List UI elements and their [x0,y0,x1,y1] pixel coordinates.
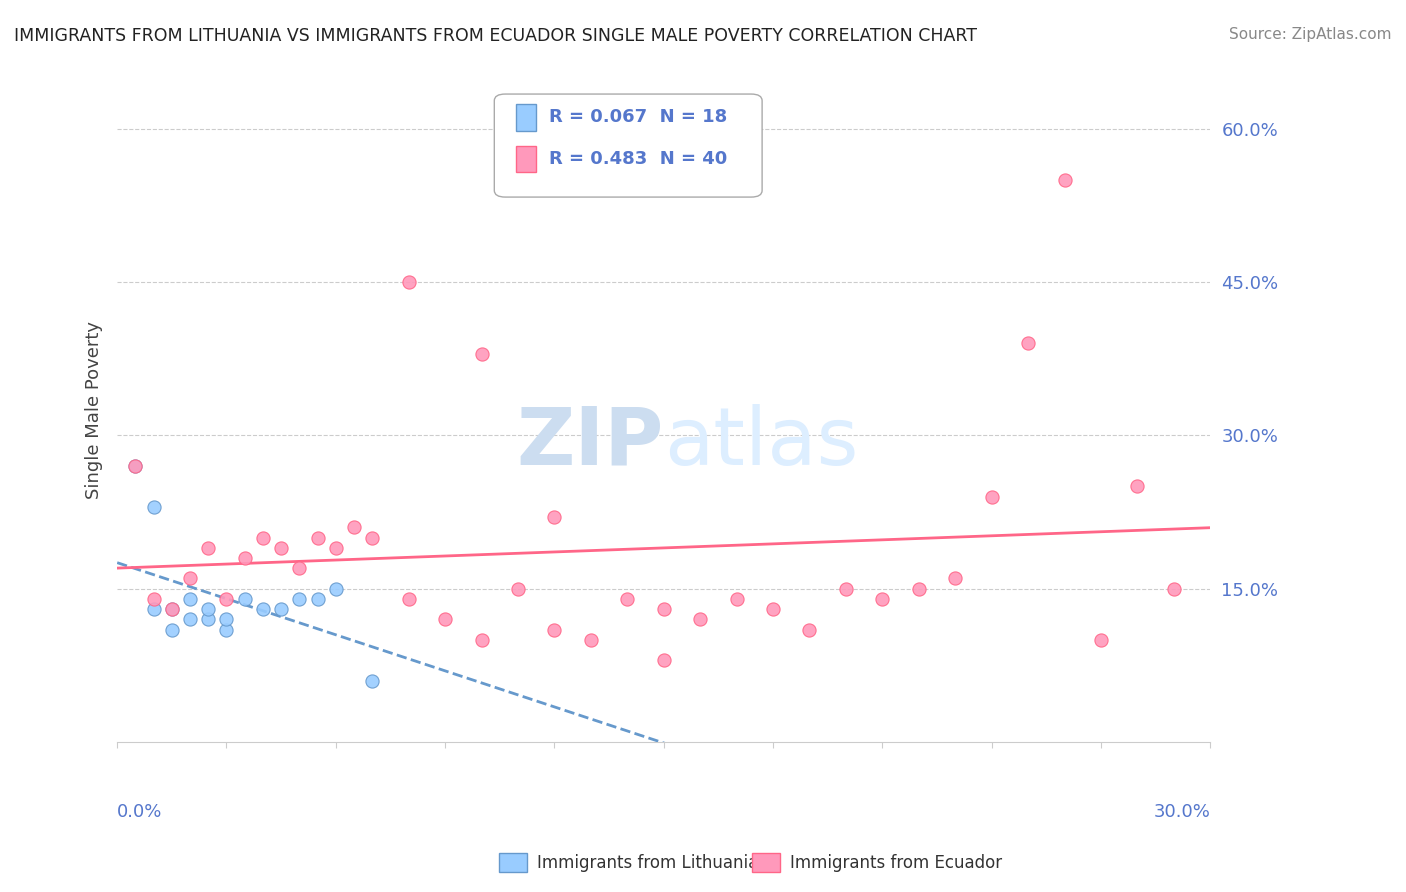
Text: Source: ZipAtlas.com: Source: ZipAtlas.com [1229,27,1392,42]
Point [197,541,219,555]
Point [179,612,201,626]
Point [325,582,347,596]
Point [361,531,384,545]
Point [343,520,366,534]
Text: R = 0.067  N = 18: R = 0.067 N = 18 [548,108,727,127]
Point [616,591,638,606]
Point [470,346,492,360]
Text: 0.0%: 0.0% [117,804,163,822]
Point [799,623,821,637]
Point [543,623,565,637]
Point [1053,172,1076,186]
Point [288,591,311,606]
Point [124,458,146,473]
Point [142,500,165,514]
Point [325,541,347,555]
FancyBboxPatch shape [516,104,536,130]
Point [689,612,711,626]
Point [835,582,858,596]
Point [307,531,329,545]
Point [160,623,183,637]
Point [270,602,292,616]
Point [470,632,492,647]
Point [215,623,238,637]
Point [907,582,929,596]
Point [1163,582,1185,596]
Point [398,275,420,289]
Text: ZIP: ZIP [516,404,664,482]
Point [872,591,894,606]
Point [215,591,238,606]
Point [652,602,675,616]
Point [762,602,785,616]
Point [160,602,183,616]
Point [142,591,165,606]
Text: IMMIGRANTS FROM LITHUANIA VS IMMIGRANTS FROM ECUADOR SINGLE MALE POVERTY CORRELA: IMMIGRANTS FROM LITHUANIA VS IMMIGRANTS … [14,27,977,45]
Point [943,572,966,586]
Text: R = 0.483  N = 40: R = 0.483 N = 40 [548,150,727,169]
Point [980,490,1002,504]
Text: Immigrants from Ecuador: Immigrants from Ecuador [790,854,1002,871]
Point [215,612,238,626]
Point [1126,479,1149,493]
Point [398,591,420,606]
Point [1090,632,1112,647]
Point [361,673,384,688]
Point [1017,336,1039,351]
Point [725,591,748,606]
Point [197,602,219,616]
Point [142,602,165,616]
Text: atlas: atlas [664,404,858,482]
Point [506,582,529,596]
Text: 30.0%: 30.0% [1153,804,1211,822]
Y-axis label: Single Male Poverty: Single Male Poverty [86,321,103,499]
Point [543,510,565,524]
Point [434,612,457,626]
Point [179,572,201,586]
Point [197,612,219,626]
Point [160,602,183,616]
Point [124,458,146,473]
FancyBboxPatch shape [516,146,536,172]
Point [270,541,292,555]
Text: Immigrants from Lithuania: Immigrants from Lithuania [537,854,758,871]
Point [233,591,256,606]
Point [233,551,256,566]
Point [579,632,602,647]
Point [307,591,329,606]
Point [179,591,201,606]
Point [288,561,311,575]
Point [252,531,274,545]
Point [252,602,274,616]
Point [652,653,675,667]
FancyBboxPatch shape [495,94,762,197]
